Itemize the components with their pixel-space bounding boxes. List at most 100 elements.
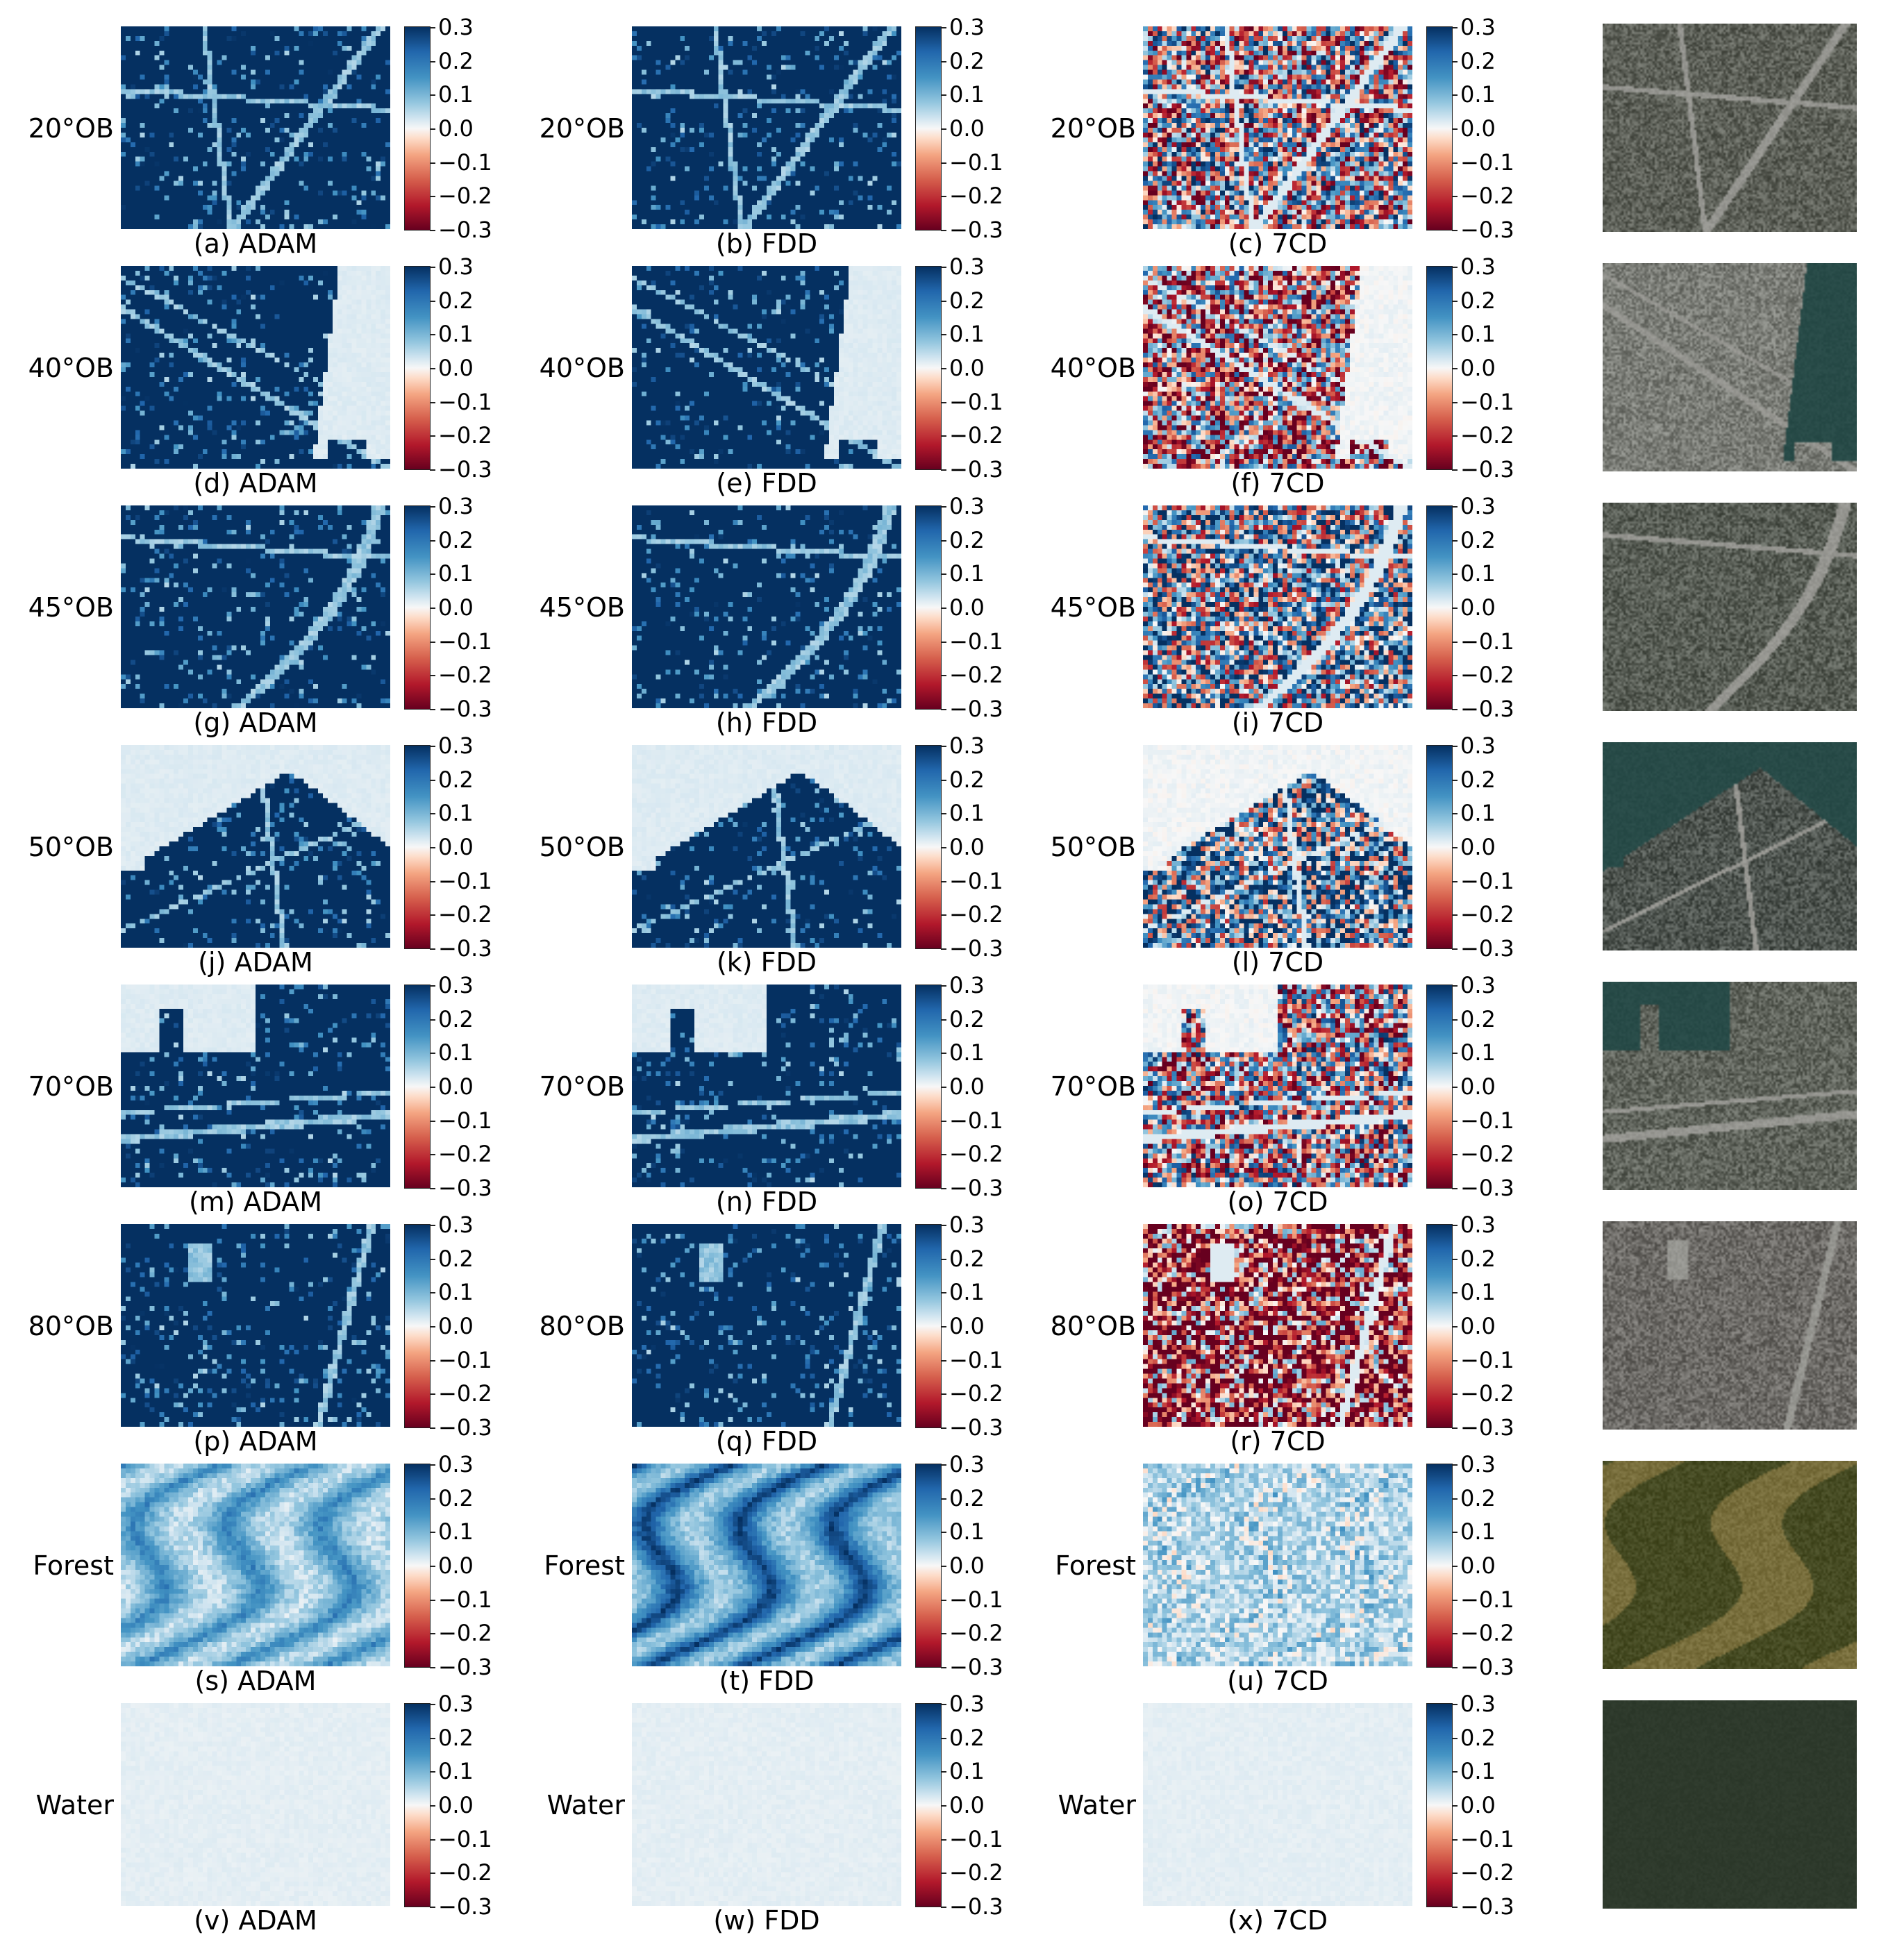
satellite-canvas [1603, 742, 1857, 950]
colorbar-tick [1452, 1019, 1458, 1021]
colorbar-tick [941, 539, 946, 542]
heatmap-panel [1143, 26, 1412, 229]
heatmap-canvas [121, 745, 390, 948]
heatmap-canvas [632, 1224, 901, 1427]
colorbar-tick [430, 334, 435, 336]
colorbar-tick-label: −0.3 [949, 217, 1003, 243]
satellite-canvas [1603, 24, 1857, 232]
row-label: 50°OB [28, 832, 114, 862]
panel-caption: (g) ADAM [193, 707, 318, 738]
heatmap-canvas [121, 266, 390, 469]
colorbar-tick-label: 0.1 [949, 1279, 985, 1306]
colorbar-tick [1452, 300, 1458, 302]
colorbar-tick [430, 1258, 435, 1260]
heatmap-panel [1143, 745, 1412, 948]
colorbar-tick [941, 128, 946, 130]
heatmap-panel [632, 985, 901, 1187]
row-label: 70°OB [1050, 1071, 1136, 1102]
colorbar-tick-label: −0.3 [438, 456, 492, 483]
colorbar: 0.3 0.2 0.1 0.0 −0.1 −0.2 −0.3 [1426, 974, 1514, 1199]
colorbar-tick [430, 196, 435, 198]
colorbar-tick-label: 0.0 [1460, 1313, 1496, 1339]
colorbar-tick-label: −0.2 [438, 422, 492, 449]
colorbar-tick-label: −0.1 [438, 867, 492, 894]
colorbar-tick [430, 1599, 435, 1601]
heatmap-canvas [1143, 1703, 1412, 1906]
row-label: 20°OB [539, 113, 625, 144]
satellite-image [1603, 742, 1857, 950]
colorbar-tick-label: 0.0 [949, 834, 985, 860]
colorbar-tick [1452, 1704, 1458, 1705]
colorbar-tick [941, 469, 946, 471]
row-label: 20°OB [28, 113, 114, 144]
colorbar-tick [430, 1326, 435, 1327]
colorbar-tick-label: −0.3 [438, 935, 492, 962]
colorbar-tick [941, 368, 946, 369]
colorbar-tick-label: −0.2 [1460, 183, 1514, 210]
heatmap-canvas [1143, 266, 1412, 469]
colorbar-tick [941, 675, 946, 677]
panel-caption: (c) 7CD [1228, 228, 1328, 259]
colorbar-tick [1452, 196, 1458, 198]
colorbar-tick-label: 0.3 [949, 253, 985, 280]
colorbar-tick [430, 1907, 435, 1908]
colorbar-tick-label: −0.3 [949, 1175, 1003, 1201]
heatmap-panel [121, 1224, 390, 1427]
panel-caption: (d) ADAM [193, 468, 318, 499]
colorbar-tick-label: −0.3 [438, 1175, 492, 1201]
colorbar-tick [941, 162, 946, 164]
panel-caption: (f) 7CD [1230, 468, 1325, 499]
colorbar-tick-label: 0.0 [1460, 355, 1496, 381]
satellite-canvas [1603, 263, 1857, 471]
colorbar-tick [1452, 1120, 1458, 1122]
colorbar-tick-label: 0.3 [949, 1451, 985, 1477]
colorbar-tick-label: −0.1 [438, 1586, 492, 1613]
colorbar-tick [941, 94, 946, 97]
satellite-image [1603, 24, 1857, 232]
colorbar-tick [430, 1154, 435, 1156]
colorbar: 0.3 0.2 0.1 0.0 −0.1 −0.2 −0.3 [1426, 256, 1514, 480]
colorbar-tick [430, 1771, 435, 1773]
colorbar-tick [941, 27, 946, 28]
colorbar-tick-label: 0.2 [1460, 1245, 1496, 1272]
colorbar-tick-label: 0.2 [438, 1245, 474, 1272]
colorbar-tick-label: −0.3 [949, 696, 1003, 722]
colorbar-tick [430, 401, 435, 403]
colorbar-tick-label: 0.1 [438, 1039, 474, 1066]
colorbar: 0.3 0.2 0.1 0.0 −0.1 −0.2 −0.3 [404, 1693, 492, 1918]
colorbar-tick [430, 469, 435, 471]
panel-caption: (e) FDD [716, 468, 817, 499]
colorbar-tick [1452, 1838, 1458, 1841]
colorbar-tick [430, 230, 435, 231]
heatmap-canvas [632, 505, 901, 708]
heatmap-canvas [1143, 1464, 1412, 1666]
colorbar-tick-label: 0.0 [1460, 1073, 1496, 1100]
colorbar-tick [941, 1053, 946, 1055]
colorbar-tick [1452, 1771, 1458, 1773]
colorbar-tick [1452, 573, 1458, 576]
colorbar-tick [1452, 641, 1458, 643]
panel-caption: (h) FDD [715, 707, 818, 738]
colorbar-tick [1452, 1532, 1458, 1534]
colorbar-tick-label: 0.3 [1460, 1691, 1496, 1717]
heatmap-panel [1143, 266, 1412, 469]
colorbar-tick [430, 435, 435, 437]
colorbar-tick [430, 1873, 435, 1875]
colorbar-tick [941, 1427, 946, 1429]
heatmap-panel [632, 1464, 901, 1666]
colorbar-tick [430, 573, 435, 576]
heatmap-panel [632, 745, 901, 948]
heatmap-canvas [632, 745, 901, 948]
satellite-canvas [1603, 503, 1857, 711]
colorbar-tick [1452, 1087, 1458, 1088]
colorbar-tick-label: −0.2 [949, 662, 1003, 689]
colorbar-tick [430, 162, 435, 164]
colorbar-tick-label: 0.2 [949, 1724, 985, 1751]
colorbar-tick [430, 1566, 435, 1567]
colorbar-tick-label: −0.3 [1460, 696, 1514, 722]
colorbar: 0.3 0.2 0.1 0.0 −0.1 −0.2 −0.3 [915, 495, 1003, 720]
colorbar-tick-label: 0.1 [1460, 1518, 1496, 1546]
panel-caption: (a) ADAM [193, 228, 318, 259]
row-label: Forest [544, 1550, 625, 1581]
